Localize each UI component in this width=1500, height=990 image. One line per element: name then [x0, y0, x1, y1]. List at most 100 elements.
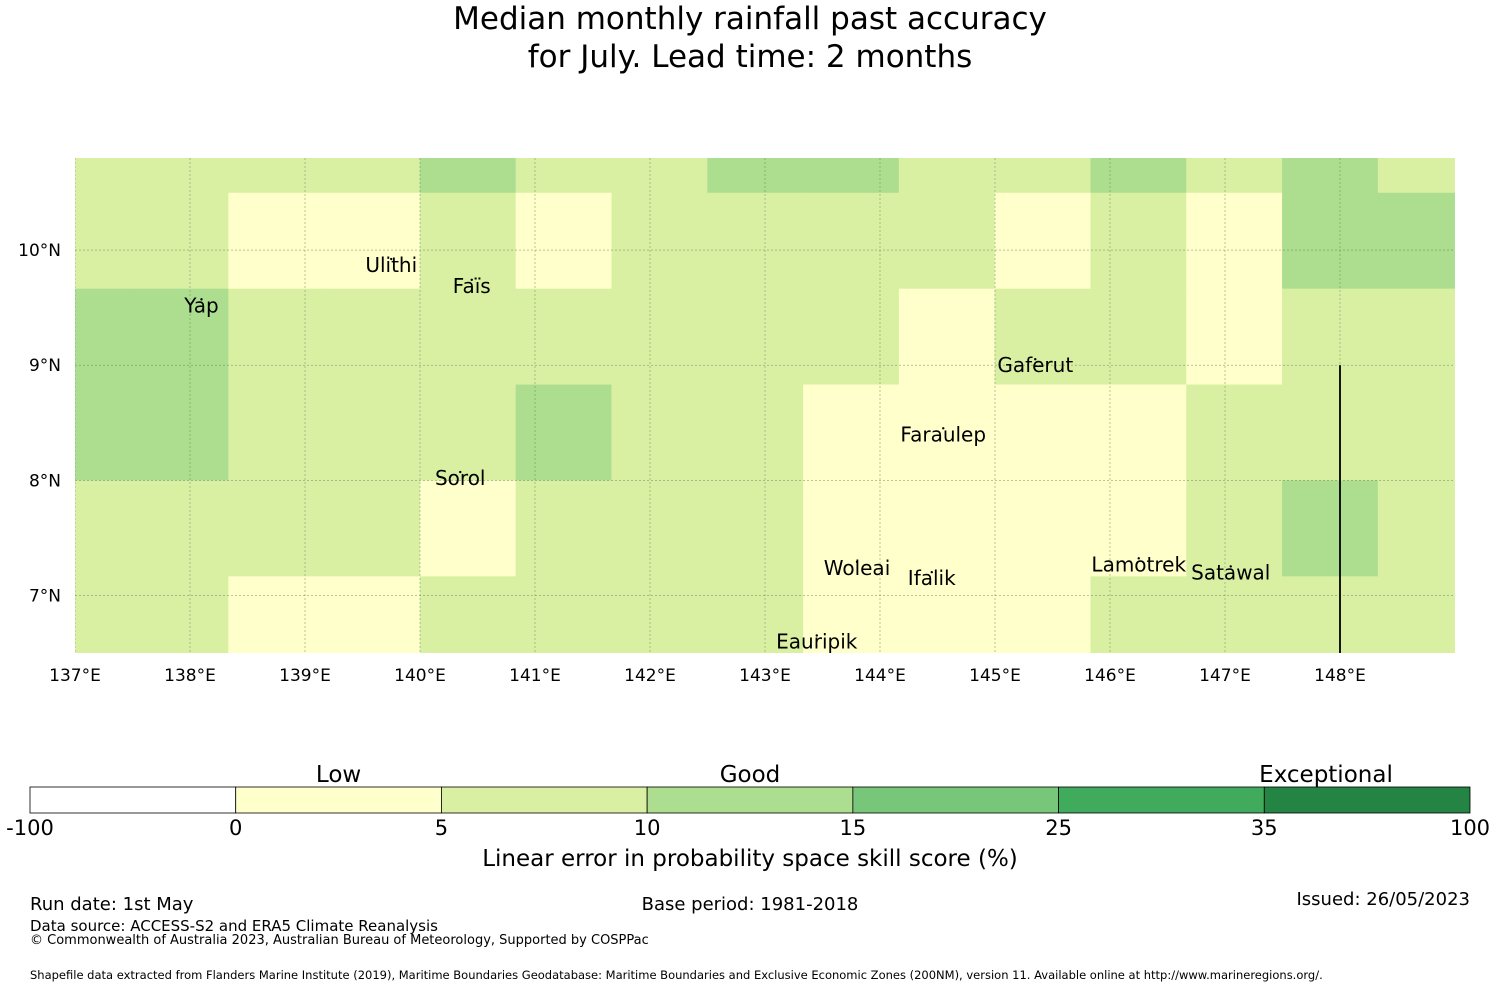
skill-cell: [803, 480, 900, 577]
skill-cell: [611, 0, 707, 2]
skill-cell: [707, 288, 804, 386]
island-label: Yap: [183, 293, 218, 317]
skill-cell: [1090, 480, 1187, 577]
skill-cell: [75, 192, 134, 290]
colorbar-category-label: Low: [316, 762, 361, 788]
skill-cell: [419, 576, 517, 653]
colorbar-segment: [646, 786, 854, 814]
colorbar-tick-label: 25: [1045, 816, 1072, 840]
skill-cell: [707, 480, 804, 577]
skill-cell: [419, 192, 517, 290]
skill-cell: [995, 0, 1091, 2]
colorbar-tick-label: 0: [229, 816, 242, 840]
skill-cell: [516, 1, 612, 97]
x-tick-label: 148°E: [1314, 666, 1366, 686]
skill-cell: [1282, 1, 1378, 97]
skill-cell: [324, 1, 420, 97]
skill-cell: [1282, 158, 1379, 194]
skill-cell: [707, 158, 804, 194]
colorbar-category-label: Exceptional: [1259, 762, 1393, 788]
island-label: Sorol: [435, 466, 486, 490]
colorbar: -100 0 5 10 15 25 35 100 Low Good Exceptional: [6, 762, 1490, 840]
skill-cell: [75, 288, 134, 386]
skill-cell: [1090, 158, 1187, 194]
issued-date: Issued: 26/05/2023: [1296, 889, 1470, 910]
colorbar-segment: [852, 786, 1059, 814]
x-tick-label: 146°E: [1084, 666, 1136, 686]
skill-cell: [1377, 576, 1455, 653]
x-tick-label: 137°E: [49, 666, 101, 686]
island-label: Faïs: [453, 274, 491, 298]
island-dot: [855, 560, 859, 564]
skill-cell: [898, 480, 996, 577]
island-dot: [1137, 557, 1140, 560]
skill-cell: [707, 576, 804, 653]
colorbar-segment: [235, 786, 442, 814]
skill-cell: [1474, 480, 1500, 576]
skill-cell: [228, 480, 325, 577]
skill-cell: [611, 480, 708, 577]
skill-cell: [1378, 1, 1474, 97]
map-gridlines: [75, 158, 1455, 653]
island-dot: [470, 278, 473, 281]
island-label: Woleai: [824, 556, 891, 580]
skill-cell: [133, 1, 229, 97]
skill-cell: [1474, 97, 1500, 193]
skill-cell: [611, 158, 708, 194]
skill-cell: [324, 384, 421, 482]
skill-cell: [803, 158, 900, 194]
skill-cell: [1377, 480, 1455, 577]
skill-cell: [1186, 576, 1283, 653]
x-tick-label: 141°E: [509, 666, 561, 686]
skill-cell: [37, 0, 133, 2]
skill-cell: [515, 384, 613, 482]
skill-cell: [1282, 480, 1379, 577]
skill-cell: [419, 288, 517, 386]
x-tick-label: 140°E: [394, 666, 446, 686]
base-period: Base period: 1981-2018: [641, 894, 859, 915]
map-title-line2: for July. Lead time: 2 months: [527, 39, 973, 75]
colorbar-segment: [1263, 786, 1471, 814]
skill-cell: [803, 192, 900, 290]
colorbar-tick-label: 100: [1450, 816, 1490, 840]
skill-cell: [228, 0, 324, 2]
skill-cell: [994, 384, 1092, 482]
x-tick-label: 144°E: [854, 666, 906, 686]
island-dot: [930, 570, 933, 574]
skill-cell: [1186, 158, 1283, 194]
skill-cell: [1474, 1, 1500, 97]
skill-cell: [419, 480, 517, 577]
y-tick-label: 8°N: [29, 471, 61, 491]
colorbar-segment: [441, 786, 648, 814]
skill-cell: [1186, 480, 1283, 577]
skill-cell: [898, 576, 996, 653]
skill-cell: [611, 384, 708, 482]
skill-cell: [324, 576, 421, 653]
skill-cell: [1090, 0, 1186, 2]
skill-cell: [132, 480, 229, 577]
skill-cell: [803, 384, 900, 482]
skill-cell: [803, 0, 899, 2]
skill-cell: [1474, 385, 1500, 481]
skill-cell: [75, 576, 134, 653]
skill-cell: [75, 384, 134, 482]
skill-cell: [132, 576, 229, 653]
skill-cell: [611, 288, 708, 386]
x-axis-ticks: 137°E 138°E 139°E 140°E 141°E 142°E 143°E 144°E…: [49, 666, 1366, 686]
island-label: Gaferut: [997, 353, 1073, 377]
shapefile-credit: Shapefile data extracted from Flanders M…: [30, 968, 1323, 982]
skill-cell: [515, 192, 613, 290]
skill-cell: [899, 0, 995, 2]
skill-cell: [1282, 576, 1379, 653]
skill-cell: [515, 288, 613, 386]
x-tick-label: 142°E: [624, 666, 676, 686]
skill-cell: [132, 288, 229, 386]
skill-cell: [419, 158, 517, 194]
x-tick-label: 139°E: [279, 666, 331, 686]
island-dot: [1034, 358, 1037, 361]
skill-cell: [995, 1, 1091, 97]
skill-cell: [132, 384, 229, 482]
skill-cell: [1186, 1, 1282, 97]
skill-cell: [611, 192, 708, 290]
